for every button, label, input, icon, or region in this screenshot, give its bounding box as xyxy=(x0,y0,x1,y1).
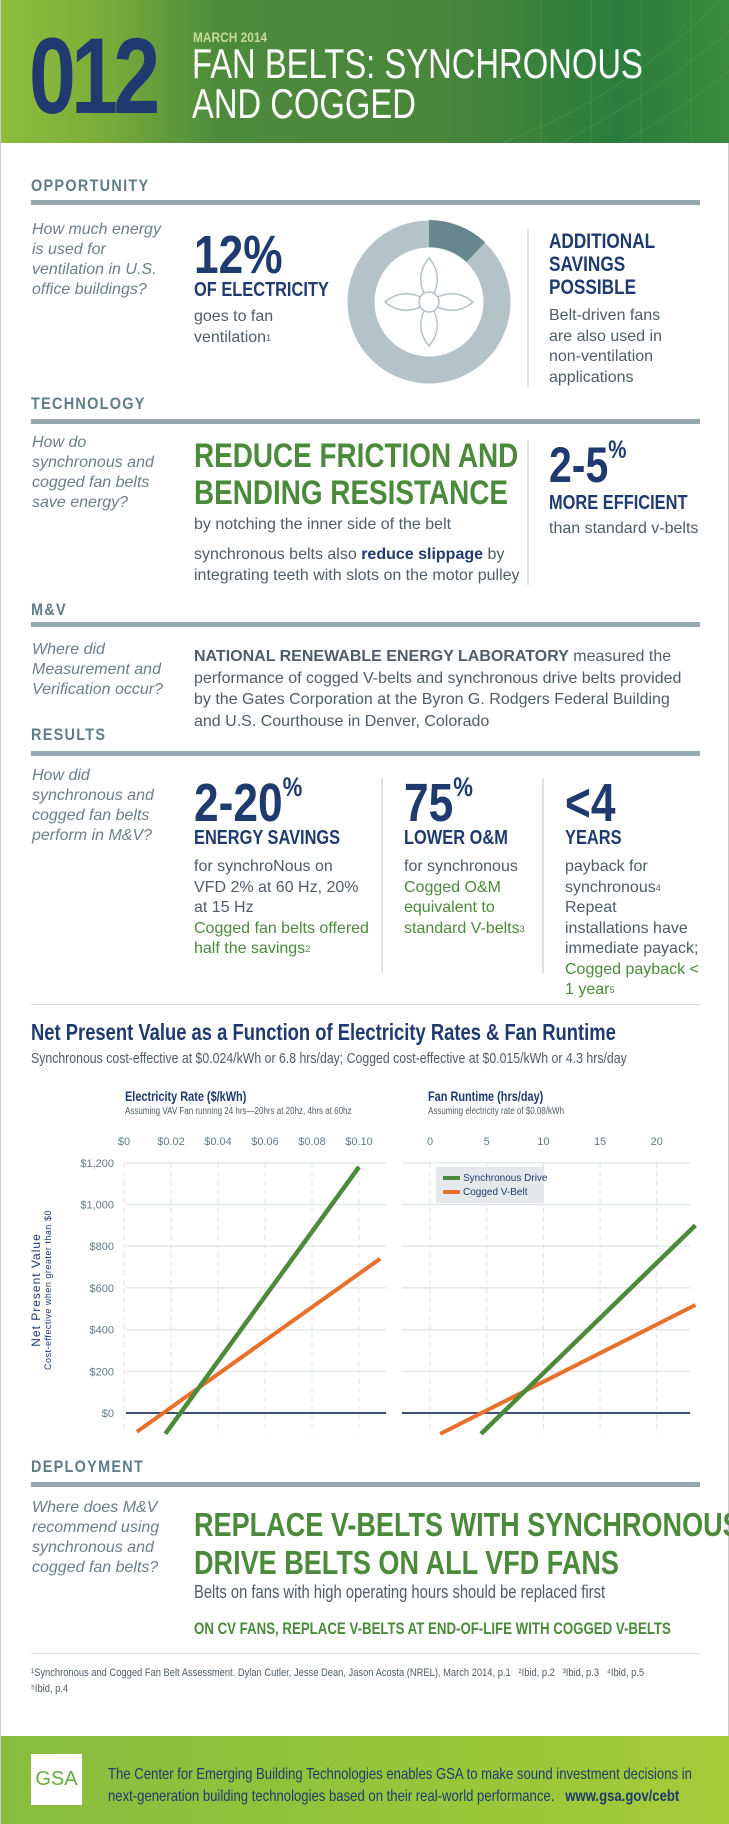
result-stat-payback: <4 xyxy=(565,773,616,833)
result-stat-energy: 2-20% xyxy=(194,772,303,833)
y-tick-label: $200 xyxy=(90,1366,114,1378)
section-rule xyxy=(31,751,700,756)
additional-savings-text: Belt-driven fans are also used in non-ve… xyxy=(549,307,662,386)
x-tick-label: 20 xyxy=(651,1136,663,1148)
panel-title-runtime: Fan Runtime (hrs/day) xyxy=(428,1088,544,1104)
deployment-green-text: ON CV FANS, REPLACE V-BELTS AT END-OF-LI… xyxy=(194,1619,671,1638)
opportunity-stat-head: OF ELECTRICITY xyxy=(194,279,329,301)
result-text-payback: payback for synchronous4 Repeat installa… xyxy=(565,858,699,998)
y-tick-label: $800 xyxy=(90,1241,114,1253)
column-divider xyxy=(527,440,529,585)
footer: GSA The Center for Emerging Building Tec… xyxy=(1,1736,729,1824)
technology-stat: 2-5% xyxy=(549,436,627,493)
issue-date: MARCH 2014 xyxy=(193,29,268,45)
chart-legend: Synchronous Drive Cogged V-Belt xyxy=(436,1167,547,1203)
legend-item-cogged: Cogged V-Belt xyxy=(443,1187,528,1198)
y-tick-label: $0 xyxy=(102,1408,114,1420)
footer-text: The Center for Emerging Building Technol… xyxy=(108,1766,692,1805)
panel-title-rate: Electricity Rate ($/kWh) xyxy=(125,1088,247,1104)
x-tick-label: 5 xyxy=(484,1136,490,1148)
gsa-logo: GSA xyxy=(31,1754,82,1805)
result-head-om: LOWER O&M xyxy=(404,827,508,849)
deployment-question: Where does M&V recommend using synchrono… xyxy=(32,1499,160,1576)
x-tick-label: 0 xyxy=(427,1136,433,1148)
section-rule xyxy=(31,419,700,424)
y-tick-label: $1,000 xyxy=(80,1200,114,1212)
technology-headline: REDUCE FRICTION AND BENDING RESISTANCE xyxy=(194,437,519,512)
header-banner: 012 MARCH 2014 FAN BELTS: SYNCHRONOUS AND… xyxy=(1,0,729,143)
issue-number: 012 xyxy=(29,15,160,136)
section-rule xyxy=(31,200,700,205)
result-head-payback: YEARS xyxy=(565,827,622,849)
result-text-om: for synchronous Cogged O&M equivalent to … xyxy=(404,858,525,937)
synchronous-line xyxy=(163,1165,361,1436)
mv-question: Where did Measurement and Verification o… xyxy=(32,641,164,698)
x-tick-label: $0.08 xyxy=(298,1136,326,1148)
footnotes: ¹Synchronous and Cogged Fan Belt Assessm… xyxy=(31,1667,645,1695)
x-tick-label: $0 xyxy=(118,1136,130,1148)
deployment-text: Belts on fans with high operating hours … xyxy=(194,1582,606,1602)
result-text-energy: for synchroNous on VFD 2% at 60 Hz, 20% … xyxy=(194,858,369,957)
npv-chart: $0 $200 $400 $600 $800 $1,000 $1,200 $0 $0.02 $0.… xyxy=(80,1136,697,1436)
cogged-line xyxy=(135,1257,382,1434)
result-head-energy: ENERGY SAVINGS xyxy=(194,827,341,849)
legend-swatch xyxy=(443,1176,460,1181)
technology-question: How do synchronous and cogged fan belts … xyxy=(32,434,154,511)
section-label-results: RESULTS xyxy=(31,725,107,744)
x-tick-label: $0.06 xyxy=(251,1136,279,1148)
panel-subtitle-runtime: Assuming electricity rate of $0.08/kWh xyxy=(428,1106,565,1117)
opportunity-question: How much energy is used for ventilation … xyxy=(32,221,161,298)
technology-stat-head: MORE EFFICIENT xyxy=(549,492,688,514)
synchronous-line xyxy=(479,1223,697,1436)
divider xyxy=(31,1653,700,1654)
x-tick-label: 10 xyxy=(537,1136,549,1148)
chart-subtitle: Synchronous cost-effective at $0.024/kWh… xyxy=(31,1050,627,1067)
section-rule xyxy=(31,1482,700,1487)
panel-subtitle-rate: Assuming VAV Fan running 24 hrs—20hrs at… xyxy=(125,1106,352,1117)
page-title: FAN BELTS: SYNCHRONOUS AND COGGED xyxy=(192,40,643,127)
technology-line2: synchronous belts also reduce slippage b… xyxy=(194,546,520,584)
legend-swatch xyxy=(443,1190,460,1195)
x-tick-label: $0.10 xyxy=(345,1136,373,1148)
donut-slice-12pct xyxy=(429,220,486,262)
cogged-line xyxy=(439,1303,697,1436)
x-tick-label: 15 xyxy=(594,1136,606,1148)
deployment-headline: REPLACE V-BELTS WITH SYNCHRONOUS DRIVE BE… xyxy=(194,1506,729,1581)
mv-text: NATIONAL RENEWABLE ENERGY LABORATORY mea… xyxy=(194,648,682,730)
section-label-opportunity: OPPORTUNITY xyxy=(31,176,150,195)
y-tick-label: $600 xyxy=(90,1283,114,1295)
results-question: How did synchronous and cogged fan belts… xyxy=(32,767,154,844)
technology-line1: by notching the inner side of the belt xyxy=(194,516,452,533)
additional-savings-head: ADDITIONAL SAVINGS POSSIBLE xyxy=(549,230,656,299)
x-tick-label: $0.02 xyxy=(157,1136,185,1148)
fan-icon xyxy=(383,256,475,348)
section-label-mv: M&V xyxy=(31,600,67,619)
section-label-technology: TECHNOLOGY xyxy=(31,394,146,413)
y-tick-label: $400 xyxy=(90,1325,114,1337)
column-divider xyxy=(542,778,544,973)
chart-title: Net Present Value as a Function of Elect… xyxy=(31,1019,616,1045)
section-rule xyxy=(31,622,700,627)
divider xyxy=(31,1004,700,1005)
section-label-deployment: DEPLOYMENT xyxy=(31,1457,145,1476)
column-divider xyxy=(381,778,383,973)
column-divider xyxy=(527,229,529,387)
footer-link[interactable]: www.gsa.gov/cebt xyxy=(565,1788,680,1805)
building-lines-decoration xyxy=(500,0,729,143)
result-stat-om: 75% xyxy=(404,772,473,833)
legend-item-synchronous: Synchronous Drive xyxy=(443,1173,547,1184)
opportunity-stat-text: goes to fan ventilation1 xyxy=(194,308,274,346)
y-tick-label: $1,200 xyxy=(80,1158,114,1170)
ventilation-donut xyxy=(347,220,511,384)
opportunity-stat: 12% xyxy=(194,225,283,285)
x-tick-label: $0.04 xyxy=(204,1136,232,1148)
technology-stat-text: than standard v-belts xyxy=(549,520,699,537)
